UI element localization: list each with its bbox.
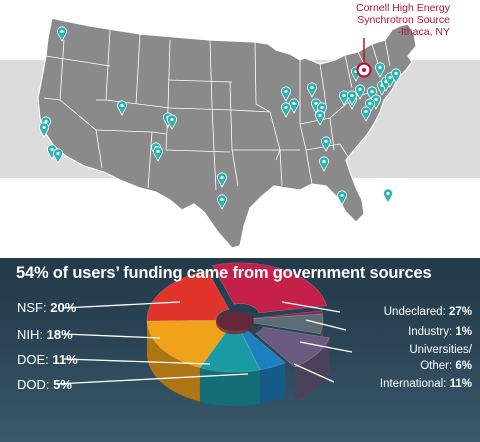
map-pin-icon[interactable]	[337, 190, 347, 206]
leader-line	[63, 358, 211, 365]
map-pin-icon[interactable]	[383, 188, 393, 204]
map-pin-icon[interactable]	[167, 114, 177, 130]
label-dod: DOD: 5%	[17, 377, 72, 392]
us-map	[37, 17, 417, 249]
label-nih: NIH: 18%	[17, 327, 73, 342]
map-pin-icon[interactable]	[319, 156, 329, 172]
map-pin-icon[interactable]	[57, 26, 67, 42]
pie-side-1	[147, 320, 200, 402]
pie-side-2	[199, 367, 261, 406]
pie-sides	[147, 320, 330, 406]
leader-line	[305, 319, 347, 331]
pie-leader-lines	[55, 301, 353, 385]
map-pin-icon[interactable]	[153, 146, 163, 162]
label-nsf: NSF: 20%	[17, 300, 77, 315]
map-pin-icon[interactable]	[367, 86, 377, 102]
pie-side-3	[260, 362, 286, 404]
cornell-pin[interactable]	[356, 38, 372, 78]
pie-title: 54% of users’ funding came from governme…	[16, 264, 432, 282]
label-universities: Universities/	[409, 344, 472, 356]
map-pin-icon[interactable]	[53, 148, 63, 164]
pie-slice-7[interactable]	[211, 262, 328, 314]
label-undeclared: Undeclared: 27%	[383, 306, 472, 318]
map-pin-icon[interactable]	[39, 122, 49, 138]
map-pin-icon[interactable]	[117, 100, 127, 116]
map-pin-icon[interactable]	[391, 68, 401, 84]
map-pin-icon[interactable]	[281, 86, 291, 102]
cornell-callout: Cornell High Energy Synchrotron Source -…	[290, 2, 450, 38]
map-pin-icon[interactable]	[355, 84, 365, 100]
pie-tops	[146, 262, 331, 373]
label-other: Other: 6%	[420, 360, 472, 372]
map-pin-icon[interactable]	[307, 82, 317, 98]
leader-line	[63, 333, 161, 339]
label-doe: DOE: 11%	[17, 352, 78, 367]
leader-line	[55, 373, 249, 385]
map-pin-icon[interactable]	[315, 110, 325, 126]
facility-pins	[39, 26, 401, 210]
callout-line-3: -Ithaca, NY	[397, 26, 450, 38]
map-pin-icon[interactable]	[317, 102, 327, 118]
label-industry: Industry: 1%	[408, 326, 472, 338]
leader-line	[299, 341, 353, 353]
leader-line	[281, 301, 341, 313]
pie-center	[215, 311, 255, 335]
callout-line-2: Synchrotron Source	[357, 14, 450, 26]
map-pin-icon[interactable]	[347, 90, 357, 106]
state-borders	[43, 29, 391, 191]
map-pin-icon[interactable]	[217, 172, 227, 188]
map-pin-icon[interactable]	[217, 194, 227, 210]
funding-pie-chart	[55, 262, 353, 406]
map-pin-icon[interactable]	[321, 136, 331, 152]
pie-slice-0[interactable]	[146, 270, 230, 322]
callout-line-1: Cornell High Energy	[356, 2, 450, 14]
map-pin-icon[interactable]	[365, 98, 375, 114]
us-land	[37, 17, 417, 249]
pie-slice-4[interactable]	[255, 326, 331, 368]
label-international: International: 11%	[379, 378, 472, 390]
pie-slice-5[interactable]	[252, 313, 324, 335]
leader-line	[63, 301, 181, 309]
map-pin-icon[interactable]	[375, 62, 385, 78]
map-pin-icon[interactable]	[281, 102, 291, 118]
map-pin-icon[interactable]	[361, 106, 371, 122]
pie-slice-6[interactable]	[253, 310, 323, 320]
pie-side-4	[294, 337, 330, 401]
leader-line	[293, 363, 335, 383]
